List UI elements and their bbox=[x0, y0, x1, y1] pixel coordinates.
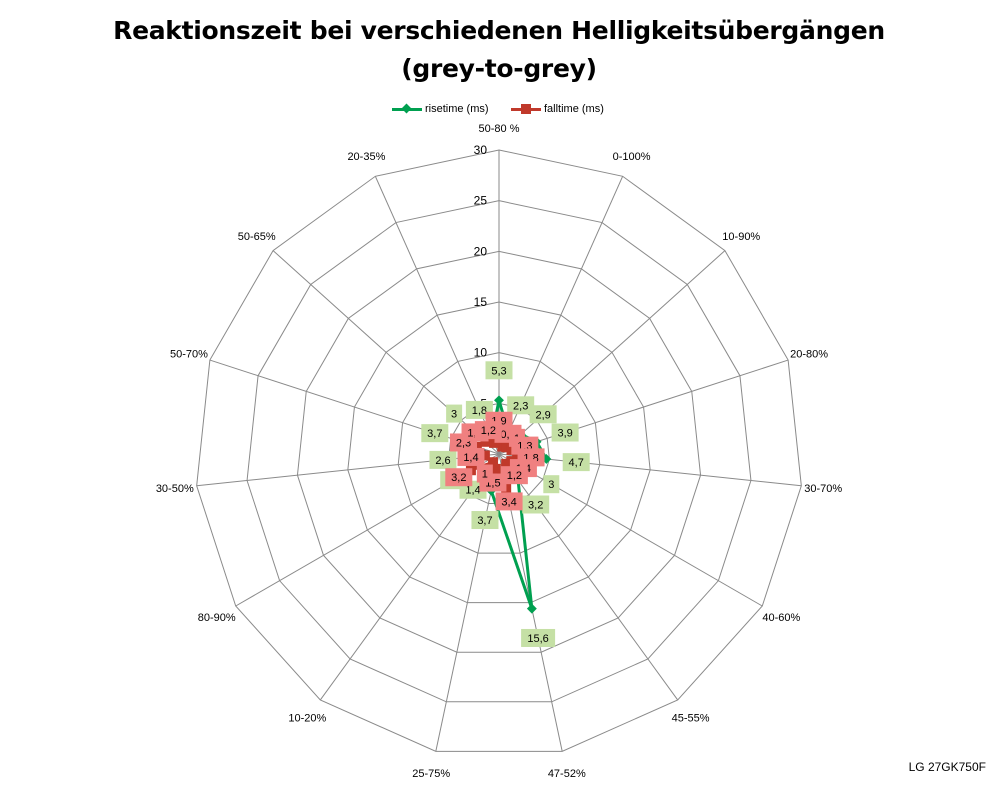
risetime-point bbox=[526, 603, 537, 614]
category-label: 80-90% bbox=[198, 612, 236, 624]
tick-label: 25 bbox=[474, 194, 488, 208]
falltime-data-label: 3,4 bbox=[501, 496, 516, 508]
category-labels: 50-80 % 0-100% 10-90% 20-80% 30-70% 40-60% 45-… bbox=[156, 123, 843, 780]
falltime-data-label: 1,2 bbox=[481, 425, 496, 437]
grid-ring bbox=[196, 149, 802, 752]
falltime-point bbox=[479, 450, 490, 461]
tick-label: 15 bbox=[474, 295, 488, 309]
category-label: 25-75% bbox=[412, 768, 450, 780]
falltime-label-box bbox=[474, 421, 502, 440]
falltime-label-box bbox=[476, 464, 493, 483]
grid-spoke bbox=[498, 453, 763, 607]
risetime-label-box bbox=[446, 404, 463, 423]
risetime-label-box bbox=[421, 424, 449, 443]
risetime-data-label: 1,8 bbox=[472, 405, 487, 417]
risetime-data-label: 2,3 bbox=[513, 400, 528, 412]
chart-title: Reaktionszeit bei verschiedenen Helligke… bbox=[0, 12, 998, 88]
risetime-label-box bbox=[551, 423, 579, 442]
grid-spoke bbox=[498, 359, 789, 455]
tick-label: 20 bbox=[474, 244, 488, 258]
category-label: 40-60% bbox=[762, 612, 800, 624]
risetime-label-box bbox=[429, 450, 457, 469]
risetime-data-label: 1,4 bbox=[465, 485, 480, 497]
falltime-data-labels: 1,90,811,31,81,41,23,41,513,21,42,31,81,… bbox=[445, 411, 545, 511]
falltime-label-box bbox=[457, 447, 485, 466]
falltime-point bbox=[480, 436, 491, 447]
falltime-label-box bbox=[500, 466, 528, 485]
risetime-label-box bbox=[522, 495, 550, 514]
tick-label: 30 bbox=[474, 143, 488, 157]
category-label: 20-35% bbox=[347, 151, 385, 163]
risetime-label-box bbox=[521, 628, 556, 647]
category-label: 50-80 % bbox=[479, 123, 520, 135]
falltime-data-label: 1 bbox=[482, 469, 488, 481]
risetime-label-box bbox=[471, 511, 499, 530]
category-label: 47-52% bbox=[548, 768, 586, 780]
legend-falltime-label: falltime (ms) bbox=[544, 103, 604, 115]
grid-spoke bbox=[498, 250, 726, 455]
grid-ring bbox=[246, 200, 752, 703]
chart-legend: risetime (ms) falltime (ms) bbox=[0, 100, 998, 120]
falltime-point bbox=[501, 458, 512, 469]
risetime-data-label: 3,9 bbox=[557, 428, 572, 440]
risetime-label-box bbox=[507, 396, 535, 415]
grid-ring bbox=[296, 250, 702, 653]
risetime-data-label: 3 bbox=[451, 409, 457, 421]
risetime-data-label: 3,7 bbox=[427, 428, 442, 440]
monitor-model-label: LG 27GK750F bbox=[908, 760, 986, 774]
falltime-data-label: 1,2 bbox=[507, 470, 522, 482]
category-label: 30-70% bbox=[804, 483, 842, 495]
falltime-data-label: 3,2 bbox=[451, 472, 466, 484]
grid-ring bbox=[347, 301, 651, 604]
category-label: 0-100% bbox=[613, 151, 651, 163]
legend-falltime-marker bbox=[521, 104, 531, 114]
risetime-data-label: 4,7 bbox=[569, 457, 584, 469]
category-label: 10-90% bbox=[722, 231, 760, 243]
risetime-point bbox=[494, 395, 504, 406]
risetime-data-label: 3 bbox=[548, 479, 554, 491]
falltime-point bbox=[512, 450, 523, 461]
category-label: 10-20% bbox=[288, 713, 326, 725]
category-label: 30-50% bbox=[156, 483, 194, 495]
risetime-data-label: 3,7 bbox=[477, 515, 492, 527]
risetime-data-label: 5,3 bbox=[491, 365, 506, 377]
falltime-point bbox=[488, 457, 499, 468]
grid-ring bbox=[397, 352, 601, 554]
tick-label: 10 bbox=[474, 346, 488, 360]
legend-risetime-label: risetime (ms) bbox=[425, 103, 489, 115]
risetime-label-box bbox=[543, 475, 560, 494]
risetime-data-labels: 5,32,32,93,94,733,215,63,71,42,22,63,731… bbox=[421, 361, 590, 647]
risetime-label-box bbox=[562, 453, 590, 472]
falltime-data-label: 1,4 bbox=[463, 452, 478, 464]
falltime-point bbox=[490, 463, 501, 474]
category-label: 45-55% bbox=[672, 713, 710, 725]
risetime-label-box bbox=[529, 405, 557, 424]
falltime-point bbox=[489, 437, 500, 448]
grid-spoke bbox=[498, 453, 679, 701]
falltime-label-box bbox=[495, 492, 523, 511]
risetime-data-label: 3,2 bbox=[528, 500, 543, 512]
chart-title-line-2: (grey-to-grey) bbox=[401, 54, 597, 83]
risetime-label-box bbox=[485, 361, 513, 380]
risetime-data-label: 2,9 bbox=[535, 409, 550, 421]
category-label: 50-65% bbox=[238, 231, 276, 243]
falltime-label-box bbox=[445, 468, 473, 487]
grid-spoke bbox=[435, 453, 500, 752]
chart-title-line-1: Reaktionszeit bei verschiedenen Helligke… bbox=[113, 16, 885, 45]
category-label: 20-80% bbox=[790, 348, 828, 360]
category-label: 50-70% bbox=[170, 348, 208, 360]
risetime-data-label: 2,6 bbox=[435, 455, 450, 467]
risetime-data-label: 15,6 bbox=[527, 633, 548, 645]
